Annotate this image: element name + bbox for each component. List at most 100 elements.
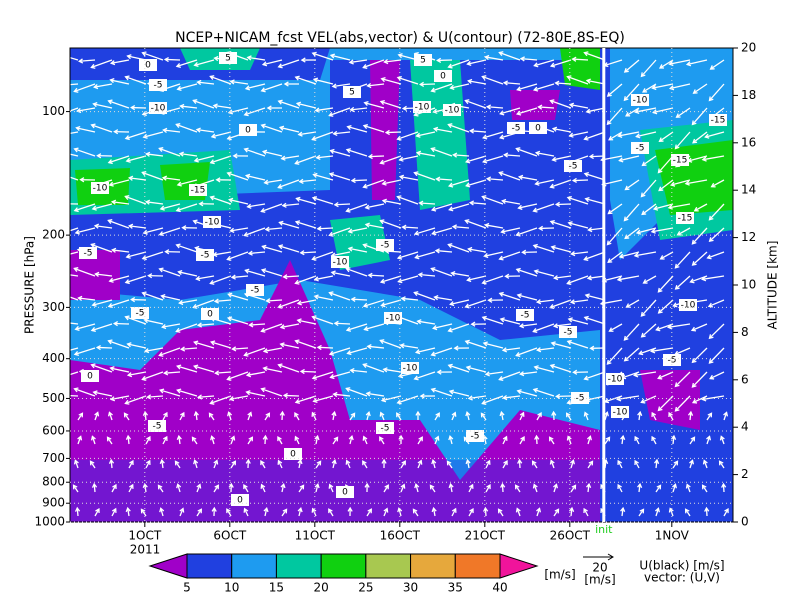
colorbar-segment [366, 554, 411, 578]
colorbar-label: 5 [183, 581, 191, 595]
y2-tick-label: 8 [741, 325, 749, 339]
contour-label: -5 [201, 251, 210, 261]
x-tick-label: 21OCT [465, 529, 506, 543]
colorbar-segment [232, 554, 277, 578]
y2-tick-label: 16 [741, 135, 756, 149]
wind-arrow [97, 347, 112, 348]
y2-tick-label: 10 [741, 278, 756, 292]
wind-arrow-head [62, 83, 66, 87]
contour-label: -15 [673, 156, 688, 166]
wind-arrow [318, 228, 333, 229]
contour-label: -5 [154, 81, 163, 91]
colorbar-unit: [m/s] [544, 568, 575, 582]
contour-label: 0 [87, 372, 93, 382]
colorbar-label: 20 [314, 581, 329, 595]
contour-label: -5 [512, 124, 521, 134]
contour-label: -10 [93, 184, 108, 194]
contour-label: -10 [445, 106, 460, 116]
legend-note: vector: (U,V) [644, 571, 720, 585]
y-tick-label: 600 [42, 423, 65, 437]
colorbar-end [150, 554, 187, 578]
shaded-field [70, 48, 733, 522]
vector-legend-value: 20 [592, 561, 607, 575]
contour-label: -5 [471, 432, 480, 442]
contour-label: -5 [153, 422, 162, 432]
init-label: init [595, 523, 613, 536]
contour-label: -15 [711, 116, 726, 126]
contour-label: -10 [386, 314, 401, 324]
contour-label: 0 [535, 124, 541, 134]
chart-title: NCEP+NICAM_fcst VEL(abs,vector) & U(cont… [175, 30, 625, 46]
contour-label: 0 [237, 496, 243, 506]
x-tick-label: 16OCT [380, 529, 421, 543]
contour-label: -5 [136, 309, 145, 319]
contour-label: -10 [613, 408, 628, 418]
y-tick-label: 200 [42, 228, 65, 242]
contour-label: 0 [207, 310, 213, 320]
contour-label: -5 [564, 328, 573, 338]
x-tick-label: 11OCT [295, 529, 336, 543]
contour-label: -5 [576, 394, 585, 404]
wind-arrow [301, 371, 316, 372]
contour-label: -5 [251, 286, 260, 296]
vector-legend-unit: [m/s] [584, 573, 615, 587]
colorbar-label: 10 [224, 581, 239, 595]
colorbar-label: 30 [403, 581, 418, 595]
contour-label: -5 [521, 311, 530, 321]
contour-label: -10 [681, 301, 696, 311]
wind-arrow-head [58, 53, 62, 57]
contour-label: -10 [333, 258, 348, 268]
wind-arrow-head [59, 254, 63, 258]
colorbar-label: 15 [269, 581, 284, 595]
y2-tick-label: 18 [741, 88, 756, 102]
contour-label: -10 [415, 103, 430, 113]
contour-label: -5 [84, 249, 93, 259]
wind-arrow [573, 180, 588, 181]
wind-arrow [369, 275, 384, 276]
x-tick-label: 1NOV [655, 529, 690, 543]
wind-arrow [386, 251, 401, 252]
wind-arrow-head [62, 320, 66, 324]
wind-arrow-head [60, 132, 64, 136]
wind-arrow-head [61, 272, 65, 276]
y-axis-label: PRESSURE [hPa] [23, 236, 37, 334]
contour-label: -5 [381, 424, 390, 434]
wind-arrow [284, 395, 299, 396]
colorbar-label: 35 [448, 581, 463, 595]
contour-label: 0 [245, 126, 251, 136]
y-tick-label: 400 [42, 351, 65, 365]
wind-arrow-head [59, 151, 63, 155]
contour-label: -10 [608, 375, 623, 385]
colorbar-segment [321, 554, 366, 578]
y-tick-label: 100 [42, 104, 65, 118]
wind-arrow [352, 180, 367, 181]
contour-label: -5 [636, 144, 645, 154]
wind-arrow [165, 59, 180, 60]
contour-label: 0 [290, 450, 296, 460]
contour-label: 5 [225, 54, 231, 64]
colorbar-segment [455, 554, 500, 578]
y2-tick-label: 14 [741, 183, 756, 197]
colorbar-segment [276, 554, 321, 578]
y2-tick-label: 4 [741, 420, 749, 434]
y2-tick-label: 20 [741, 41, 756, 55]
contour-label: 5 [420, 56, 426, 66]
y-tick-label: 800 [42, 475, 65, 489]
wind-arrow-head [58, 172, 62, 176]
colorbar-end [500, 554, 537, 578]
x-tick-label: 26OCT [550, 529, 591, 543]
wind-arrow [335, 204, 350, 205]
wind-arrow-head [57, 292, 61, 296]
colorbar-label: 40 [492, 581, 507, 595]
wind-arrow [386, 132, 401, 133]
contour-label: -15 [191, 186, 206, 196]
wind-arrow [352, 299, 367, 300]
y-tick-label: 500 [42, 391, 65, 405]
contour-label: -10 [633, 96, 648, 106]
contour-label: 0 [440, 72, 446, 82]
contour-label: -10 [205, 218, 220, 228]
wind-arrow [369, 156, 384, 157]
contour-label: -15 [678, 214, 693, 224]
wind-arrow [318, 347, 333, 348]
